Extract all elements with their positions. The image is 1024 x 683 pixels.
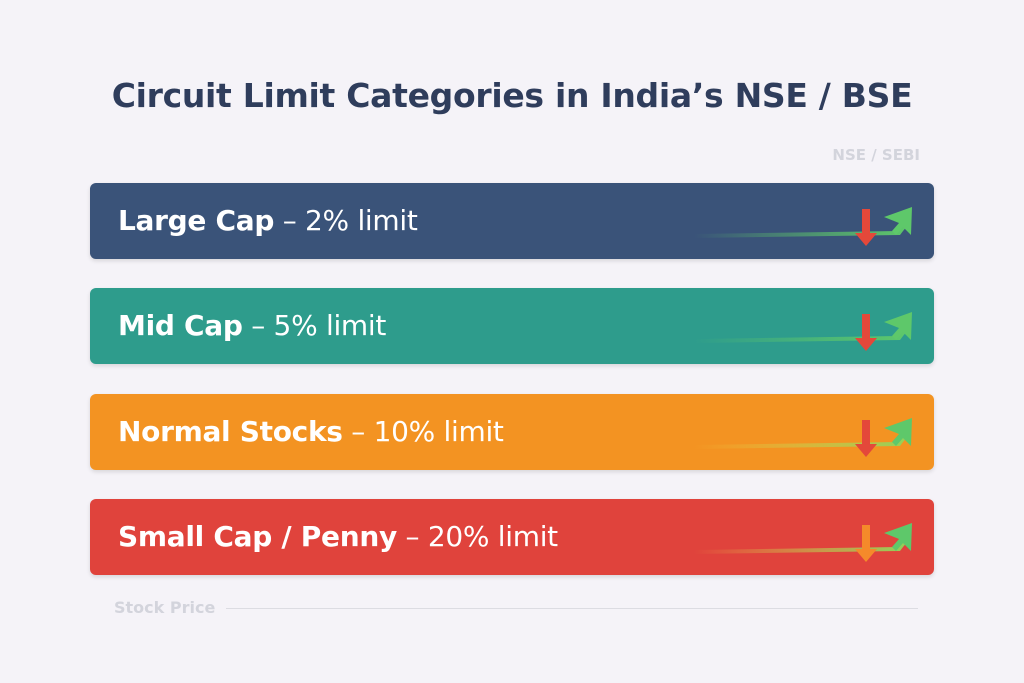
axis-line: [226, 608, 918, 609]
category-bar: Small Cap / Penny – 20% limit: [90, 499, 934, 575]
trend-up-arrow-icon: [693, 207, 912, 238]
trend-up-arrow-icon: [693, 523, 912, 554]
down-arrow-icon: [855, 209, 877, 246]
source-label: NSE / SEBI: [832, 146, 920, 164]
category-label: Small Cap / Penny – 20% limit: [118, 520, 558, 553]
down-arrow-icon: [855, 314, 877, 351]
page-title: Circuit Limit Categories in India’s NSE …: [111, 76, 913, 115]
category-label: Large Cap – 2% limit: [118, 204, 418, 237]
category-label: Mid Cap – 5% limit: [118, 309, 387, 342]
down-arrow-icon: [855, 525, 877, 562]
trend-up-arrow-icon: [693, 418, 912, 449]
down-arrow-icon: [855, 420, 877, 457]
category-bar: Normal Stocks – 10% limit: [90, 394, 934, 470]
category-bar: Mid Cap – 5% limit: [90, 288, 934, 364]
axis-label: Stock Price: [114, 598, 216, 617]
category-bar: Large Cap – 2% limit: [90, 183, 934, 259]
trend-up-arrow-icon: [693, 312, 912, 343]
category-label: Normal Stocks – 10% limit: [118, 415, 504, 448]
